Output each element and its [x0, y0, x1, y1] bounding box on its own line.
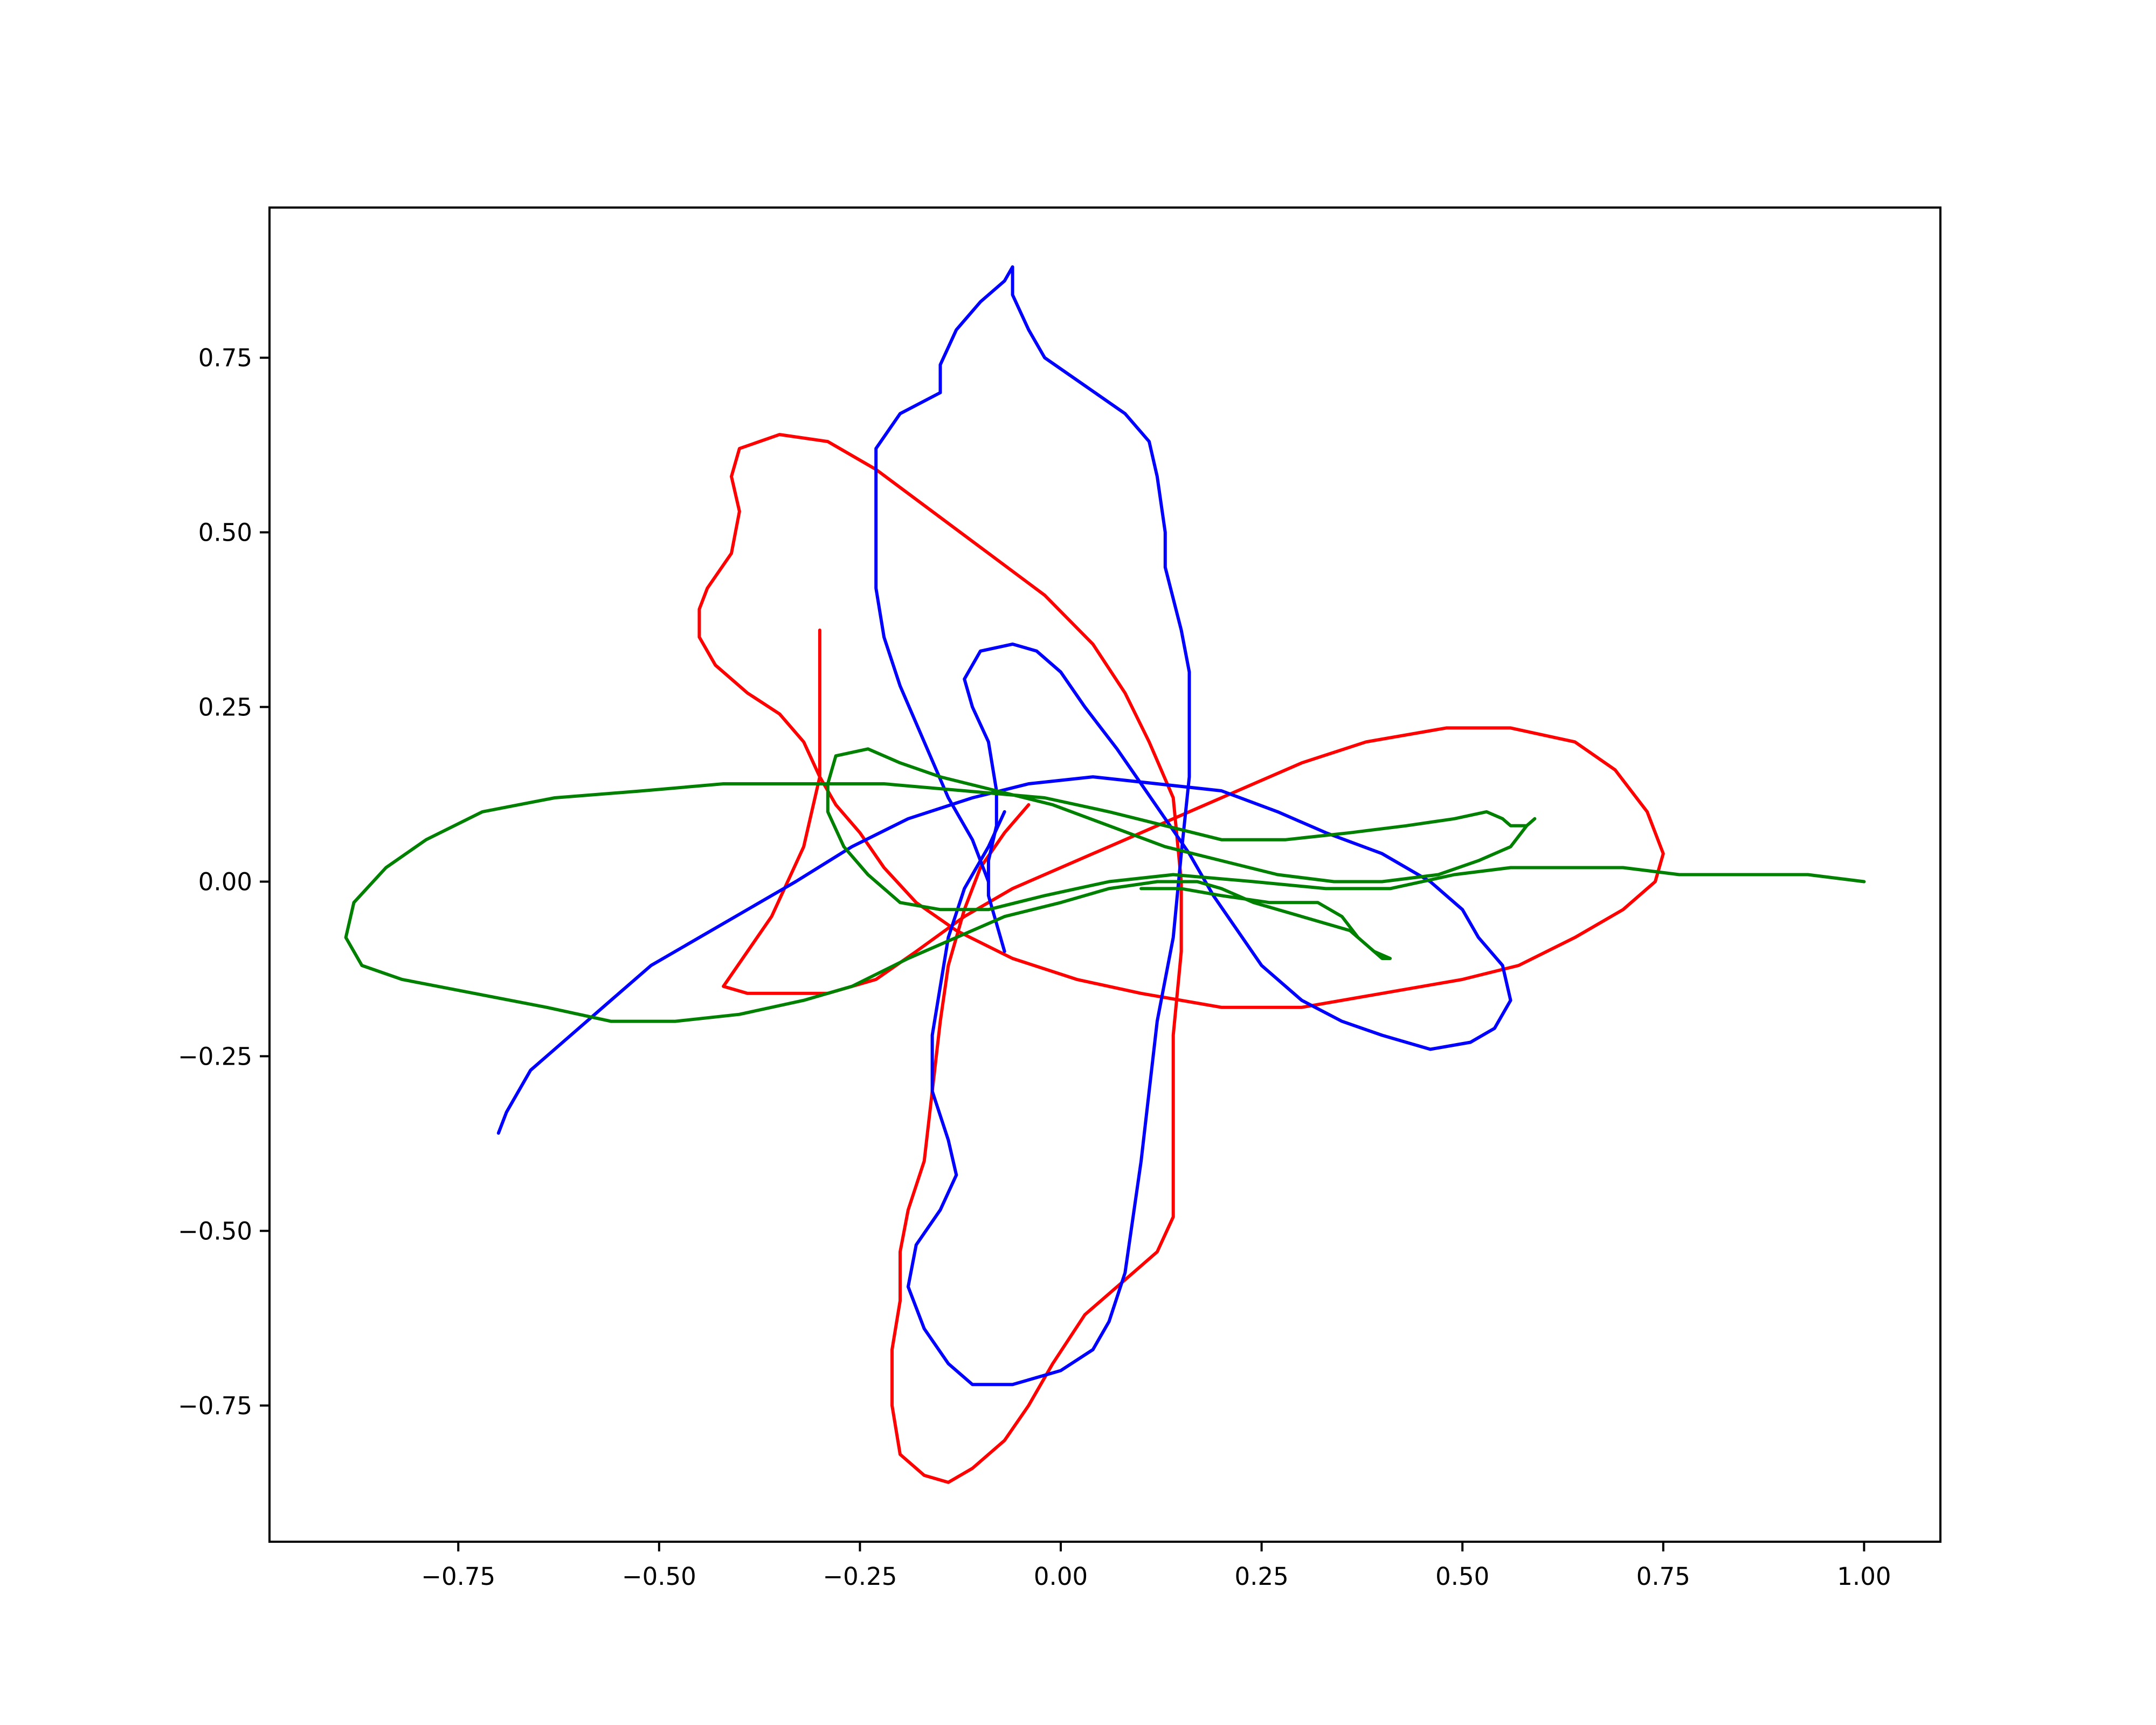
x-tick-label: 1.00: [1837, 1562, 1891, 1591]
x-tick-label: −0.25: [823, 1562, 897, 1591]
y-tick-label: −0.50: [178, 1217, 252, 1245]
y-tick-label: −0.25: [178, 1042, 252, 1071]
series-line-4: [344, 747, 1866, 1023]
x-tick-label: −0.50: [622, 1562, 696, 1591]
y-tick-label: −0.75: [178, 1391, 252, 1420]
y-tick-label: 0.75: [198, 344, 252, 372]
x-tick-label: −0.75: [421, 1562, 495, 1591]
series-line-1: [697, 433, 1665, 1484]
x-tick-label: 0.00: [1034, 1562, 1088, 1591]
axes-frame: [268, 206, 1941, 1543]
y-tick-label: 0.50: [198, 519, 252, 547]
y-tick-label: 0.00: [198, 867, 252, 896]
y-tick-label: 0.25: [198, 693, 252, 722]
series-layer: [344, 265, 1866, 1484]
series-line-3: [874, 265, 1191, 1386]
x-tick-label: 0.50: [1435, 1562, 1489, 1591]
x-tick-label: 0.75: [1636, 1562, 1690, 1591]
series-line-2: [496, 642, 1512, 1135]
x-tick-label: 0.25: [1235, 1562, 1289, 1591]
y-axis: −0.75 −0.50 −0.25 0.00 0.25 0.50 0.75: [178, 344, 270, 1420]
x-axis: −0.75 −0.50 −0.25 0.00 0.25 0.50 0.75 1.00: [421, 1542, 1891, 1591]
